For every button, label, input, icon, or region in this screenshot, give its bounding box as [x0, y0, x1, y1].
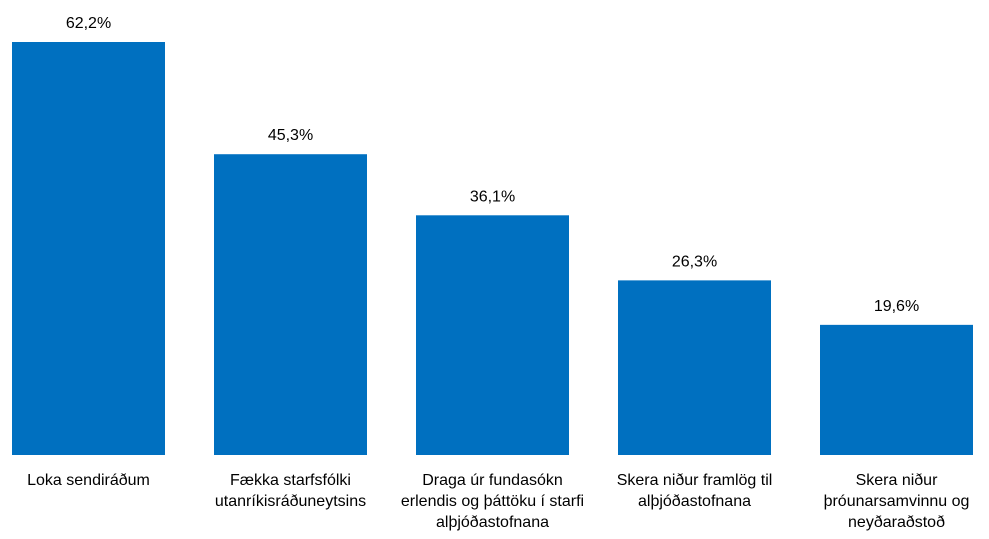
category-label-line: Skera niður framlög til: [617, 472, 773, 489]
bar-3: [416, 215, 569, 455]
category-labels-group: Loka sendiráðum Fækka starfsfólki utanríki…: [27, 472, 969, 531]
value-label-5: 19,6%: [874, 298, 919, 315]
category-label-5: Skera niður þróunarsamvinnu og neyðaraðsto…: [824, 472, 970, 531]
bars-group: [12, 42, 973, 456]
category-label-line: utanríkisráðuneytsins: [215, 493, 366, 510]
bar-2: [214, 154, 367, 456]
bar-1: [12, 42, 165, 455]
category-label-line: alþjóðastofnana: [436, 514, 549, 531]
category-label-line: þróunarsamvinnu og: [824, 493, 970, 510]
category-label-4: Skera niður framlög til alþjóðastofnana: [617, 472, 773, 510]
category-label-1: Loka sendiráðum: [27, 472, 150, 489]
value-label-3: 36,1%: [470, 188, 515, 205]
category-label-line: Fækka starfsfólki: [230, 472, 351, 489]
category-label-line: erlendis og þáttöku í starfi: [401, 493, 584, 510]
category-label-line: Loka sendiráðum: [27, 472, 150, 489]
bar-5: [820, 324, 973, 455]
category-label-line: alþjóðastofnana: [638, 493, 751, 510]
value-label-2: 45,3%: [268, 127, 313, 144]
category-label-line: Draga úr fundasókn: [422, 472, 563, 489]
category-label-3: Draga úr fundasókn erlendis og þáttöku í …: [401, 472, 584, 531]
value-label-4: 26,3%: [672, 253, 717, 270]
category-label-line: neyðaraðstoð: [848, 514, 945, 531]
value-label-1: 62,2%: [66, 15, 111, 32]
bar-4: [618, 280, 771, 455]
category-label-line: Skera niður: [856, 472, 938, 489]
value-labels-group: 62,2% 45,3% 36,1% 26,3% 19,6%: [66, 15, 919, 315]
category-label-2: Fækka starfsfólki utanríkisráðuneytsins: [215, 472, 366, 510]
